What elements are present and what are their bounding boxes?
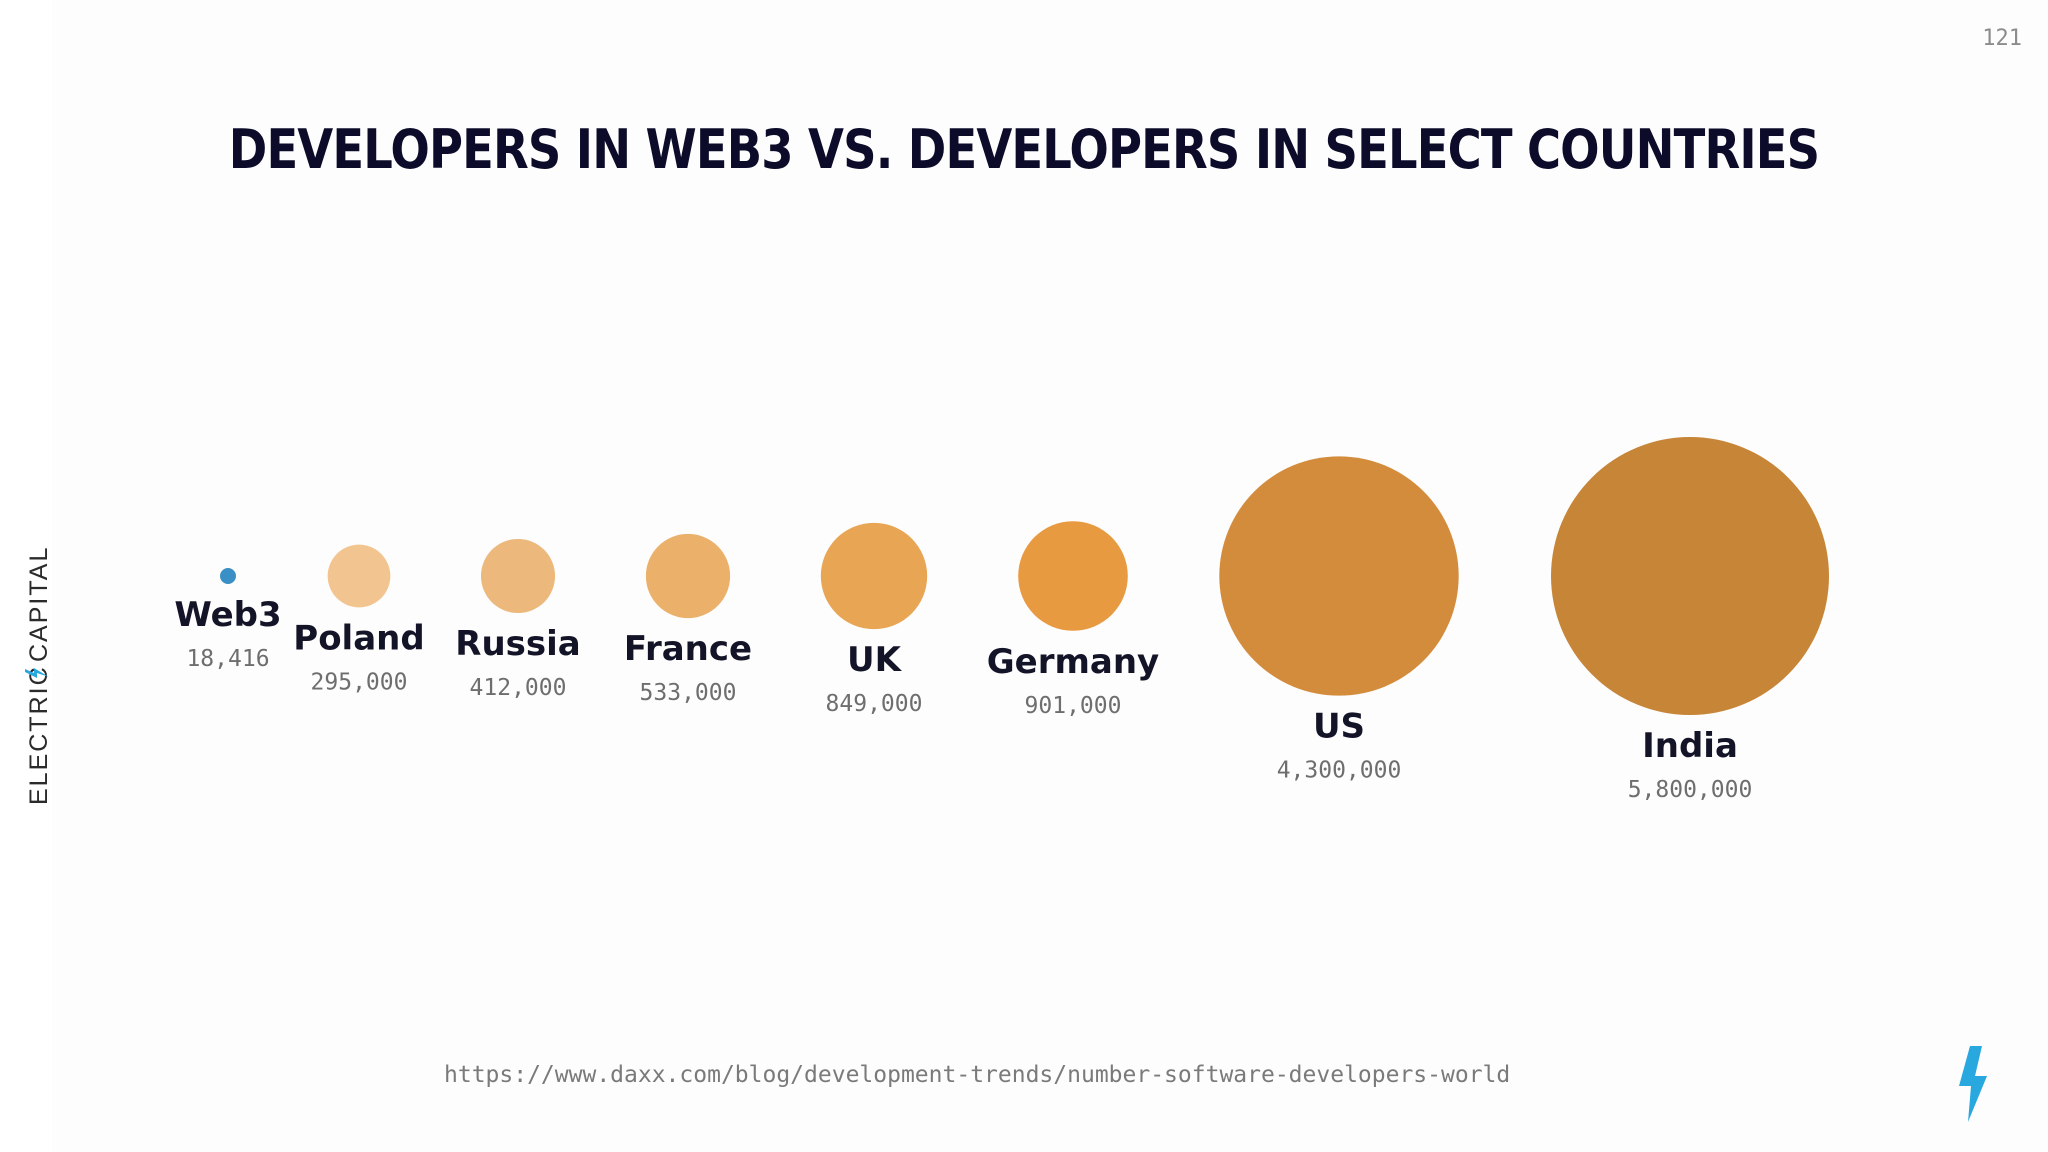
brand-bolt-icon [25, 668, 49, 678]
bubble-value-france: 533,000 [640, 680, 737, 706]
source-url[interactable]: https://www.daxx.com/blog/development-tr… [444, 1062, 1511, 1088]
bubble-value-russia: 412,000 [470, 675, 567, 701]
bubble-value-poland: 295,000 [311, 669, 408, 695]
bubble-label-web3: Web3 [174, 595, 281, 635]
bubble-label-france: France [624, 629, 752, 669]
page-number: 121 [1982, 26, 2022, 51]
bubble-uk [820, 522, 928, 630]
brand-logo: ELECTRIC CAPITAL [16, 535, 54, 805]
bubble-label-india: India [1642, 726, 1738, 766]
bubble-label-germany: Germany [987, 642, 1159, 682]
bubble-value-india: 5,800,000 [1628, 777, 1753, 803]
slide-title: DEVELOPERS IN WEB3 VS. DEVELOPERS IN SEL… [228, 118, 1820, 181]
bubble-label-uk: UK [847, 640, 903, 680]
bubble-india [1551, 437, 1829, 715]
lightning-bolt-icon [1956, 1046, 1990, 1122]
bubble-label-poland: Poland [293, 618, 424, 658]
bubble-poland [327, 544, 391, 608]
bubble-web3 [220, 568, 236, 584]
bubble-russia [480, 538, 556, 614]
bubble-label-russia: Russia [455, 624, 580, 664]
bubble-germany [1018, 521, 1128, 631]
bubble-france [645, 533, 731, 619]
bubble-us [1219, 456, 1459, 696]
bubble-value-germany: 901,000 [1025, 693, 1122, 719]
bubble-value-uk: 849,000 [826, 691, 923, 717]
brand-wordmark-right: CAPITAL [25, 546, 53, 662]
bubble-value-us: 4,300,000 [1277, 758, 1402, 784]
brand-wordmark-left: ELECTRIC [25, 665, 53, 805]
bubble-value-web3: 18,416 [186, 646, 269, 672]
bubble-label-us: US [1313, 707, 1365, 747]
